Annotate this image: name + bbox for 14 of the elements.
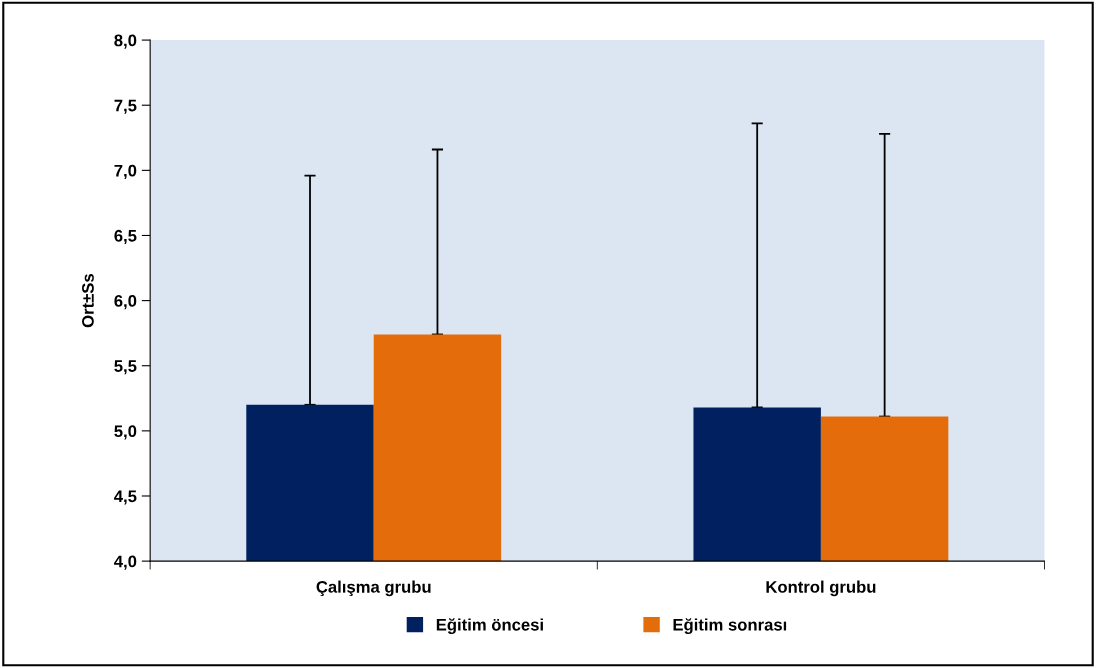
y-tick-label: 7,5 bbox=[114, 99, 137, 114]
y-axis-title: Ort±Ss bbox=[82, 274, 94, 328]
y-tick-label: 8,0 bbox=[114, 34, 137, 49]
y-tick-label: 7,0 bbox=[114, 164, 137, 179]
legend-label: Eğitim sonrası bbox=[673, 618, 787, 634]
y-tick-label: 5,0 bbox=[114, 425, 137, 440]
y-tick-label: 4,0 bbox=[114, 555, 137, 570]
x-tick-label: Çalışma grubu bbox=[316, 580, 431, 597]
y-tick-label: 6,0 bbox=[114, 295, 137, 310]
y-tick-label: 6,5 bbox=[114, 229, 137, 245]
x-tick-label: Kontrol grubu bbox=[766, 580, 876, 597]
legend-label: Eğitim öncesi bbox=[436, 618, 543, 634]
y-tick-label: 5,5 bbox=[114, 360, 137, 375]
y-tick-label: 4,5 bbox=[114, 490, 137, 505]
